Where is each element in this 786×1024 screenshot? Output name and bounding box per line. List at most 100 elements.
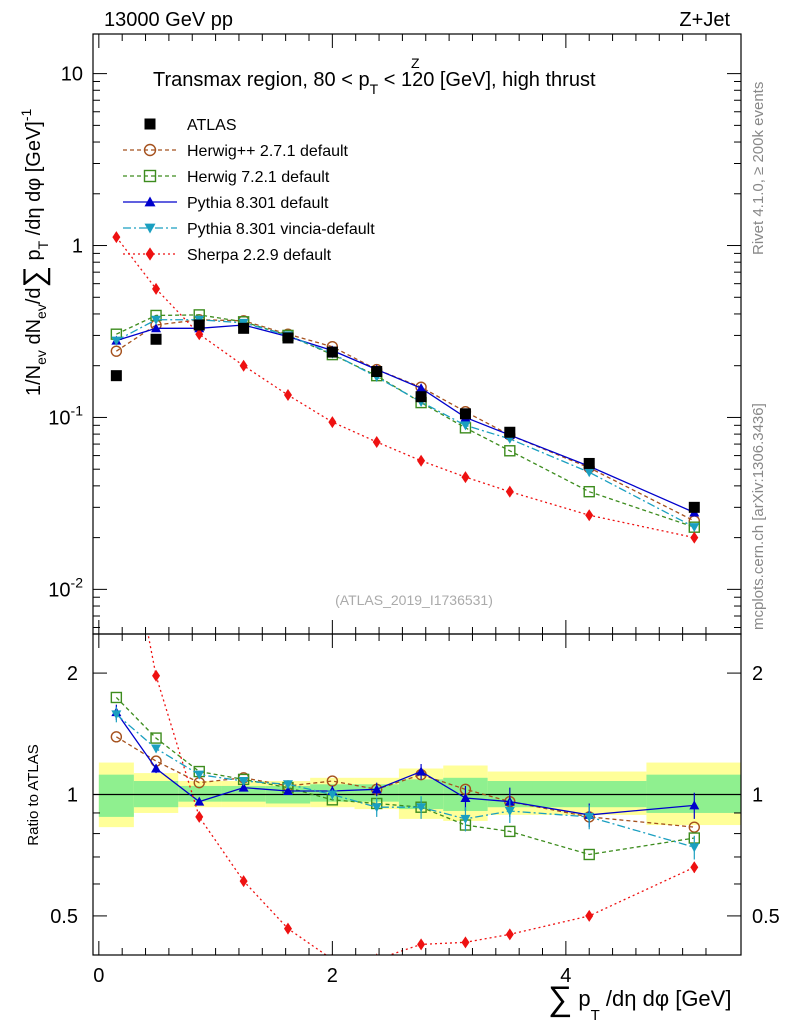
data-point (372, 435, 381, 448)
ylabel-part-1: 1/N (23, 365, 45, 396)
ratio-band-green (98, 774, 134, 817)
data-point (504, 426, 516, 438)
series-line (116, 314, 695, 528)
series-herwig-2-7-1-default (110, 314, 700, 527)
ratio-point (239, 875, 248, 888)
series-atlas (110, 319, 700, 513)
xlabel-sum: ∑ (548, 980, 572, 1018)
ylabel-tail: /dη dφ [GeV] (23, 121, 45, 241)
series-line (116, 319, 695, 528)
ratio-point (111, 710, 122, 720)
main-ytick-label: 10-1 (48, 402, 83, 429)
mcplots-label: mcplots.cern.ch [arXiv:1306.3436] (750, 403, 767, 630)
ratio-point (150, 732, 162, 744)
ratio-point (282, 780, 293, 790)
ratio-line (115, 711, 695, 816)
data-point (328, 416, 337, 429)
ratio-series-layer (110, 634, 700, 955)
ratio-point (689, 843, 700, 853)
ylabel-sub-3: T (35, 240, 51, 249)
ratio-point (282, 786, 293, 796)
ylabel-sub-2: ev (33, 304, 49, 319)
data-point (688, 501, 700, 513)
ratio-series-sherpa-2-2-9-default (147, 634, 699, 955)
series-sherpa-2-2-9-default (112, 231, 699, 544)
legend-marker (143, 169, 157, 183)
ratio-point (505, 928, 514, 941)
data-point (282, 332, 294, 344)
ratio-point (460, 793, 471, 803)
data-point (505, 485, 514, 498)
ratio-point (194, 770, 205, 780)
series-line (116, 324, 695, 514)
main-ylabel: 1/Nev dNev/d∑ pT /dη dφ [GeV]-1 (18, 108, 51, 396)
ylabel-part-3: /d (23, 287, 45, 304)
ratio-point (151, 744, 162, 754)
data-point (152, 282, 161, 295)
ratio-line (147, 634, 695, 955)
legend-marker (145, 247, 155, 261)
ratio-point (585, 909, 594, 922)
data-point (583, 457, 595, 469)
plot-title-sup: Z (411, 55, 420, 71)
ratio-point (238, 782, 249, 792)
data-point (459, 408, 471, 420)
main-series-layer (110, 231, 700, 544)
ratio-point (689, 800, 700, 810)
data-point (110, 345, 123, 357)
ylabel-p: p (23, 249, 45, 266)
data-point (111, 336, 122, 346)
data-point (460, 421, 471, 431)
ratio-point (416, 803, 427, 813)
ratio-point (416, 766, 427, 776)
ratio-point (195, 810, 204, 823)
main-ytick-label: 10-2 (48, 574, 83, 601)
legend-marker (144, 196, 156, 207)
ratio-point (327, 790, 338, 800)
process-label: Z+Jet (679, 9, 730, 31)
rivet-label: Rivet 4.1.0, ≥ 200k events (750, 82, 767, 255)
ratio-point (194, 796, 205, 806)
ratio-point (584, 812, 595, 822)
legend-entry: Pythia 8.301 vincia-default (123, 221, 375, 238)
ratio-ytick-label-right: 0.5 (752, 906, 780, 928)
xlabel-p: p (572, 986, 590, 1011)
ratio-point (283, 922, 292, 935)
legend-label: Herwig++ 2.7.1 default (187, 143, 349, 160)
ylabel-sum: ∑ (18, 266, 51, 287)
ratio-point (583, 848, 595, 861)
ratio-line (115, 697, 695, 856)
legend-marker (144, 223, 156, 234)
data-point (416, 383, 427, 393)
ratio-point (371, 784, 382, 794)
data-point (584, 468, 595, 478)
ratio-point (238, 777, 249, 787)
main-ytick-label: 1 (72, 236, 83, 258)
series-herwig-7-2-1-default (110, 309, 700, 533)
legend-marker (144, 118, 156, 130)
data-point (193, 319, 205, 331)
series-line (115, 319, 695, 522)
data-point (585, 509, 594, 522)
xlabel-sub: T (591, 1007, 600, 1024)
ratio-ytick-label-right: 1 (752, 785, 763, 807)
series-line (115, 236, 695, 539)
data-point (150, 333, 162, 345)
main-ytick-label: 10 (61, 64, 83, 86)
ratio-ytick-label: 2 (67, 663, 78, 685)
data-point (283, 389, 292, 402)
data-point (238, 322, 250, 334)
ratio-point (504, 807, 515, 817)
svg-text:1/Nev dNev/d∑ pT /dη dφ [GeV]: 1/Nev dNev/d∑ pT /dη dφ [GeV]-1 (18, 108, 51, 396)
ylabel-exp: -1 (18, 108, 34, 121)
ratio-point (504, 825, 516, 838)
ratio-point (152, 669, 161, 682)
data-point (371, 366, 383, 378)
data-point (583, 485, 595, 498)
data-point (504, 445, 516, 457)
data-point (461, 471, 470, 484)
legend-marker (143, 143, 157, 157)
xlabel-rest: /dη dφ [GeV] (600, 986, 732, 1011)
ratio-point (371, 803, 382, 813)
